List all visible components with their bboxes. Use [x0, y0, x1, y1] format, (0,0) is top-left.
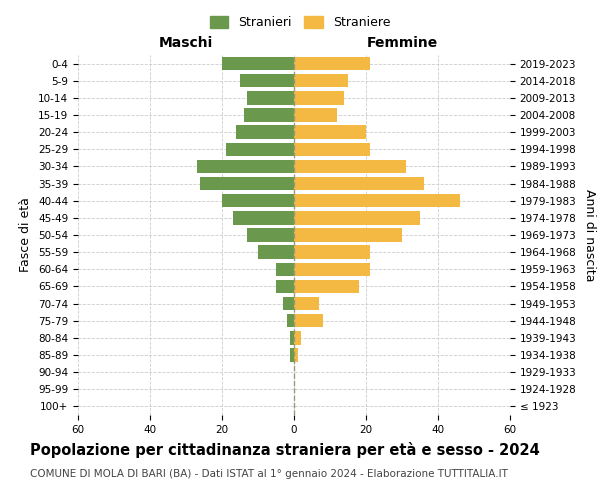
- Text: Maschi: Maschi: [159, 36, 213, 50]
- Text: COMUNE DI MOLA DI BARI (BA) - Dati ISTAT al 1° gennaio 2024 - Elaborazione TUTTI: COMUNE DI MOLA DI BARI (BA) - Dati ISTAT…: [30, 469, 508, 479]
- Bar: [294, 74, 348, 88]
- Bar: [294, 348, 298, 362]
- Legend: Stranieri, Straniere: Stranieri, Straniere: [205, 11, 395, 34]
- Bar: [294, 280, 359, 293]
- Bar: [290, 331, 294, 344]
- Bar: [294, 297, 319, 310]
- Text: Popolazione per cittadinanza straniera per età e sesso - 2024: Popolazione per cittadinanza straniera p…: [30, 442, 540, 458]
- Bar: [276, 280, 294, 293]
- Bar: [294, 314, 323, 328]
- Bar: [200, 177, 294, 190]
- Bar: [294, 108, 337, 122]
- Bar: [294, 262, 370, 276]
- Y-axis label: Fasce di età: Fasce di età: [19, 198, 32, 272]
- Bar: [233, 211, 294, 224]
- Bar: [283, 297, 294, 310]
- Bar: [222, 194, 294, 207]
- Bar: [290, 348, 294, 362]
- Bar: [294, 160, 406, 173]
- Bar: [247, 228, 294, 241]
- Y-axis label: Anni di nascita: Anni di nascita: [583, 188, 596, 281]
- Text: Femmine: Femmine: [367, 36, 437, 50]
- Bar: [294, 177, 424, 190]
- Bar: [294, 194, 460, 207]
- Bar: [294, 211, 420, 224]
- Bar: [294, 246, 370, 259]
- Bar: [236, 126, 294, 139]
- Bar: [258, 246, 294, 259]
- Bar: [294, 57, 370, 70]
- Bar: [240, 74, 294, 88]
- Bar: [197, 160, 294, 173]
- Bar: [294, 91, 344, 104]
- Bar: [226, 142, 294, 156]
- Bar: [247, 91, 294, 104]
- Bar: [294, 228, 402, 241]
- Bar: [276, 262, 294, 276]
- Bar: [294, 142, 370, 156]
- Bar: [244, 108, 294, 122]
- Bar: [294, 331, 301, 344]
- Bar: [222, 57, 294, 70]
- Bar: [294, 126, 366, 139]
- Bar: [287, 314, 294, 328]
